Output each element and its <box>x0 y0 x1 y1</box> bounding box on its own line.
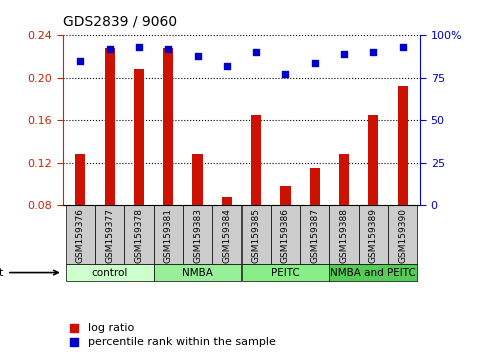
Text: GSM159384: GSM159384 <box>222 208 231 263</box>
Point <box>340 51 348 57</box>
Text: agent: agent <box>0 268 58 278</box>
Bar <box>104 48 115 205</box>
Text: percentile rank within the sample: percentile rank within the sample <box>88 337 276 348</box>
Point <box>252 50 260 55</box>
Text: GSM159388: GSM159388 <box>340 208 349 263</box>
Bar <box>388 205 417 264</box>
Bar <box>271 205 300 264</box>
Point <box>335 129 343 135</box>
Bar <box>212 205 242 264</box>
Text: GDS2839 / 9060: GDS2839 / 9060 <box>63 14 177 28</box>
Bar <box>242 205 271 264</box>
Bar <box>95 205 124 264</box>
Text: control: control <box>91 268 128 278</box>
Point <box>106 46 114 52</box>
Text: PEITC: PEITC <box>271 268 300 278</box>
Bar <box>222 197 232 205</box>
Point <box>76 58 84 64</box>
Bar <box>329 264 417 281</box>
Bar <box>359 205 388 264</box>
Bar <box>339 154 349 205</box>
Bar <box>163 48 173 205</box>
Text: GSM159377: GSM159377 <box>105 208 114 263</box>
Point <box>335 259 343 265</box>
Bar <box>124 205 154 264</box>
Point <box>282 72 289 77</box>
Point <box>194 53 201 59</box>
Bar <box>183 205 212 264</box>
Text: GSM159376: GSM159376 <box>76 208 85 263</box>
Bar <box>251 115 261 205</box>
Bar <box>66 205 95 264</box>
Text: GSM159386: GSM159386 <box>281 208 290 263</box>
Point <box>223 63 231 69</box>
Bar <box>280 186 291 205</box>
Point <box>399 45 407 50</box>
Bar <box>300 205 329 264</box>
Text: GSM159378: GSM159378 <box>134 208 143 263</box>
Bar <box>154 205 183 264</box>
Point <box>164 46 172 52</box>
Text: GSM159385: GSM159385 <box>252 208 261 263</box>
Text: GSM159381: GSM159381 <box>164 208 173 263</box>
Bar <box>329 205 359 264</box>
Bar <box>75 154 85 205</box>
Text: log ratio: log ratio <box>88 323 134 333</box>
Bar <box>368 115 379 205</box>
Bar <box>66 264 154 281</box>
Bar <box>310 168 320 205</box>
Bar <box>154 264 242 281</box>
Text: GSM159387: GSM159387 <box>310 208 319 263</box>
Bar <box>398 86 408 205</box>
Bar <box>192 154 203 205</box>
Text: GSM159390: GSM159390 <box>398 208 407 263</box>
Text: NMBA: NMBA <box>182 268 213 278</box>
Point <box>369 50 377 55</box>
Point <box>135 45 143 50</box>
Text: GSM159383: GSM159383 <box>193 208 202 263</box>
Bar <box>242 264 329 281</box>
Text: GSM159389: GSM159389 <box>369 208 378 263</box>
Point <box>311 60 319 65</box>
Bar <box>134 69 144 205</box>
Text: NMBA and PEITC: NMBA and PEITC <box>330 268 416 278</box>
